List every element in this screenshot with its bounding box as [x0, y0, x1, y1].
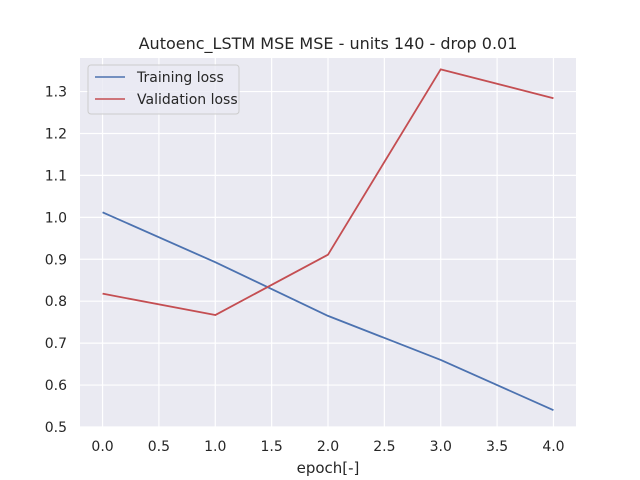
x-tick-label: 2.0 — [317, 439, 339, 455]
y-tick-labels: 0.5 0.6 0.7 0.8 0.9 1.0 1.1 1.2 1.3 — [45, 85, 67, 436]
series-lines — [102, 68, 554, 412]
x-axis-label: epoch[-] — [297, 459, 360, 477]
x-tick-label: 0.0 — [91, 439, 113, 455]
y-tick-label: 1.0 — [45, 210, 67, 226]
legend: Training loss Validation loss — [87, 64, 240, 115]
legend-label-validation-loss: Validation loss — [137, 92, 238, 108]
series-line-validation-loss — [102, 68, 554, 316]
x-tick-label: 4.0 — [542, 439, 564, 455]
x-tick-label: 3.0 — [430, 439, 452, 455]
y-tick-label: 0.6 — [45, 378, 67, 394]
chart-title: Autoenc_LSTM MSE MSE - units 140 - drop … — [139, 34, 518, 54]
y-tick-label: 0.9 — [45, 252, 67, 268]
y-tick-label: 1.1 — [45, 168, 67, 184]
y-tick-label: 1.3 — [45, 85, 67, 101]
x-tick-label: 0.5 — [148, 439, 170, 455]
grid-lines — [80, 58, 576, 428]
x-tick-labels: 0.0 0.5 1.0 1.5 2.0 2.5 3.0 3.5 4.0 — [91, 439, 564, 455]
x-tick-label: 2.5 — [373, 439, 395, 455]
series-line-training-loss — [102, 211, 554, 412]
y-tick-label: 0.7 — [45, 336, 67, 352]
y-tick-label: 0.5 — [45, 420, 67, 436]
x-tick-label: 1.5 — [261, 439, 283, 455]
y-tick-label: 1.2 — [45, 126, 67, 142]
y-tick-label: 0.8 — [45, 294, 67, 310]
x-tick-label: 3.5 — [486, 439, 508, 455]
legend-box — [87, 64, 240, 115]
x-tick-label: 1.0 — [204, 439, 226, 455]
legend-label-training-loss: Training loss — [136, 70, 224, 86]
